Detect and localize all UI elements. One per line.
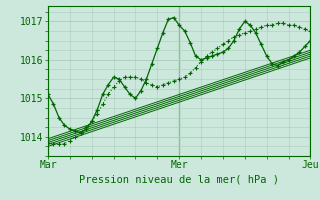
X-axis label: Pression niveau de la mer( hPa ): Pression niveau de la mer( hPa ) xyxy=(79,174,279,184)
